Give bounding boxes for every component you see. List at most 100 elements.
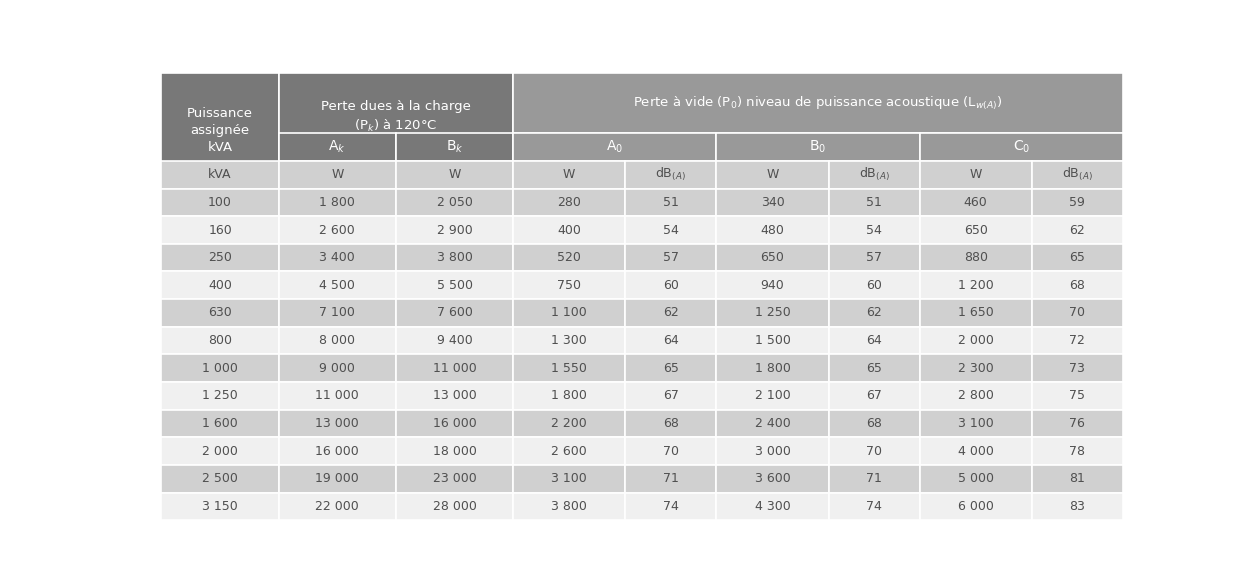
Bar bbox=[514, 188, 625, 216]
Text: Puissance
assignée
kVA: Puissance assignée kVA bbox=[187, 107, 253, 154]
Text: 650: 650 bbox=[761, 251, 784, 264]
Bar bbox=[278, 188, 396, 216]
Text: 59: 59 bbox=[1069, 196, 1085, 209]
Bar bbox=[1031, 272, 1123, 299]
Text: 67: 67 bbox=[663, 389, 679, 402]
Text: 1 000: 1 000 bbox=[202, 362, 238, 375]
Text: 2 900: 2 900 bbox=[436, 224, 472, 237]
Text: 11 000: 11 000 bbox=[316, 389, 360, 402]
Bar bbox=[162, 244, 278, 272]
Text: 72: 72 bbox=[1069, 334, 1085, 347]
Text: 1 800: 1 800 bbox=[320, 196, 356, 209]
Text: 160: 160 bbox=[208, 224, 232, 237]
Text: 2 600: 2 600 bbox=[320, 224, 355, 237]
Text: 64: 64 bbox=[866, 334, 882, 347]
Bar bbox=[920, 382, 1031, 410]
Bar bbox=[514, 410, 625, 437]
Bar bbox=[278, 492, 396, 520]
Bar bbox=[514, 492, 625, 520]
Bar bbox=[920, 355, 1031, 382]
Bar bbox=[396, 492, 514, 520]
Text: 83: 83 bbox=[1069, 500, 1085, 513]
Bar bbox=[1031, 299, 1123, 327]
Bar bbox=[278, 244, 396, 272]
Bar bbox=[396, 327, 514, 355]
Text: 2 050: 2 050 bbox=[436, 196, 472, 209]
Text: 2 000: 2 000 bbox=[202, 444, 238, 458]
Text: 340: 340 bbox=[761, 196, 784, 209]
Bar bbox=[828, 355, 920, 382]
Text: W: W bbox=[449, 168, 461, 181]
Text: 13 000: 13 000 bbox=[432, 389, 476, 402]
Text: 62: 62 bbox=[866, 306, 882, 319]
Bar bbox=[396, 299, 514, 327]
Bar bbox=[717, 188, 828, 216]
Bar bbox=[278, 327, 396, 355]
Text: 2 600: 2 600 bbox=[551, 444, 588, 458]
Text: 800: 800 bbox=[208, 334, 232, 347]
Text: 16 000: 16 000 bbox=[316, 444, 360, 458]
Text: 81: 81 bbox=[1069, 472, 1085, 485]
Bar bbox=[278, 465, 396, 492]
Bar bbox=[396, 216, 514, 244]
Bar bbox=[828, 382, 920, 410]
Text: 13 000: 13 000 bbox=[316, 417, 360, 430]
Text: kVA: kVA bbox=[208, 168, 232, 181]
Text: 11 000: 11 000 bbox=[432, 362, 476, 375]
Bar bbox=[920, 492, 1031, 520]
Bar bbox=[625, 382, 717, 410]
Bar bbox=[514, 216, 625, 244]
Bar bbox=[396, 437, 514, 465]
Bar bbox=[828, 410, 920, 437]
Text: 68: 68 bbox=[663, 417, 679, 430]
Bar bbox=[514, 272, 625, 299]
Bar bbox=[162, 327, 278, 355]
Bar bbox=[920, 272, 1031, 299]
Bar bbox=[717, 465, 828, 492]
Bar bbox=[278, 73, 514, 161]
Bar bbox=[828, 437, 920, 465]
Text: 6 000: 6 000 bbox=[957, 500, 994, 513]
Text: 28 000: 28 000 bbox=[432, 500, 476, 513]
Bar bbox=[717, 161, 828, 188]
Bar bbox=[162, 299, 278, 327]
Text: 1 800: 1 800 bbox=[551, 389, 588, 402]
Text: 54: 54 bbox=[663, 224, 679, 237]
Bar bbox=[717, 355, 828, 382]
Text: 73: 73 bbox=[1069, 362, 1085, 375]
Text: 520: 520 bbox=[558, 251, 581, 264]
Text: B$_0$: B$_0$ bbox=[809, 139, 827, 155]
Bar bbox=[278, 161, 396, 188]
Bar bbox=[717, 382, 828, 410]
Bar bbox=[396, 133, 514, 161]
Text: 7 600: 7 600 bbox=[436, 306, 472, 319]
Bar bbox=[1031, 216, 1123, 244]
Bar bbox=[920, 410, 1031, 437]
Text: 1 550: 1 550 bbox=[551, 362, 588, 375]
Text: dB$_{(A)}$: dB$_{(A)}$ bbox=[655, 166, 687, 183]
Text: B$_k$: B$_k$ bbox=[446, 139, 464, 155]
Text: 8 000: 8 000 bbox=[320, 334, 356, 347]
Bar bbox=[828, 161, 920, 188]
Bar bbox=[278, 272, 396, 299]
Bar bbox=[396, 244, 514, 272]
Text: 76: 76 bbox=[1069, 417, 1085, 430]
Text: 4 000: 4 000 bbox=[957, 444, 994, 458]
Bar bbox=[514, 161, 625, 188]
Bar bbox=[625, 465, 717, 492]
Text: 1 200: 1 200 bbox=[957, 279, 994, 292]
Text: 400: 400 bbox=[208, 279, 232, 292]
Text: 5 500: 5 500 bbox=[436, 279, 472, 292]
Bar bbox=[625, 327, 717, 355]
Text: 1 300: 1 300 bbox=[551, 334, 588, 347]
Bar bbox=[920, 299, 1031, 327]
Text: 1 100: 1 100 bbox=[551, 306, 588, 319]
Bar bbox=[514, 465, 625, 492]
Text: 22 000: 22 000 bbox=[316, 500, 360, 513]
Text: dB$_{(A)}$: dB$_{(A)}$ bbox=[858, 166, 890, 183]
Text: 3 000: 3 000 bbox=[754, 444, 791, 458]
Bar bbox=[514, 244, 625, 272]
Text: 78: 78 bbox=[1069, 444, 1085, 458]
Bar bbox=[717, 492, 828, 520]
Text: 480: 480 bbox=[761, 224, 784, 237]
